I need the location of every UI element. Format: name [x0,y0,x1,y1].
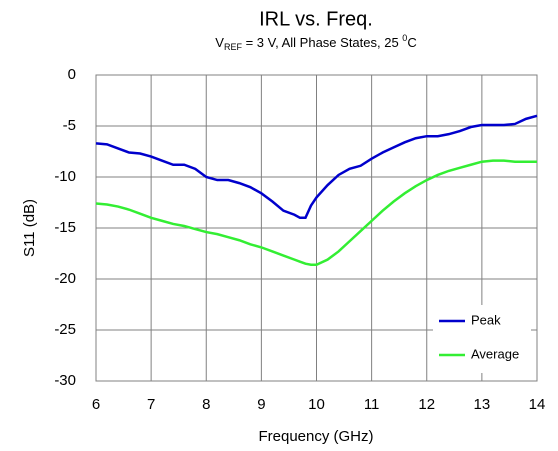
x-axis-label: Frequency (GHz) [258,428,373,445]
y-tick-label: -5 [63,117,76,134]
y-tick-label: -10 [54,168,76,185]
subtitle-part: V [215,35,224,50]
chart-subtitle: VREF = 3 V, All Phase States, 25 0C [215,33,416,52]
subtitle-part: C [407,35,416,50]
subtitle-sup: 0 [402,33,407,43]
x-tick-label: 12 [418,396,435,413]
x-tick-label: 10 [308,396,325,413]
series-line [95,114,538,220]
x-tick-label: 11 [364,396,380,413]
y-tick-label: 0 [68,66,76,83]
subtitle-sub: REF [224,42,243,52]
y-tick-label: -30 [54,372,76,389]
legend-label: Average [471,346,519,361]
x-tick-label: 13 [474,396,491,413]
x-tick-label: 14 [529,396,546,413]
x-tick-label: 6 [92,396,100,413]
y-axis-label: S11 (dB) [21,199,38,257]
y-tick-label: -15 [54,219,76,236]
legend-box [433,305,531,373]
y-tick-label: -25 [54,321,76,338]
chart-title: IRL vs. Freq. [259,8,373,30]
subtitle-part: = 3 V, All Phase States, 25 [242,35,402,50]
series-line [95,159,537,266]
x-tick-label: 7 [147,396,155,413]
y-tick-label: -20 [54,270,76,287]
x-tick-label: 8 [202,396,210,413]
plot-frame [95,74,538,382]
x-tick-label: 9 [257,396,265,413]
legend-label: Peak [471,312,501,327]
